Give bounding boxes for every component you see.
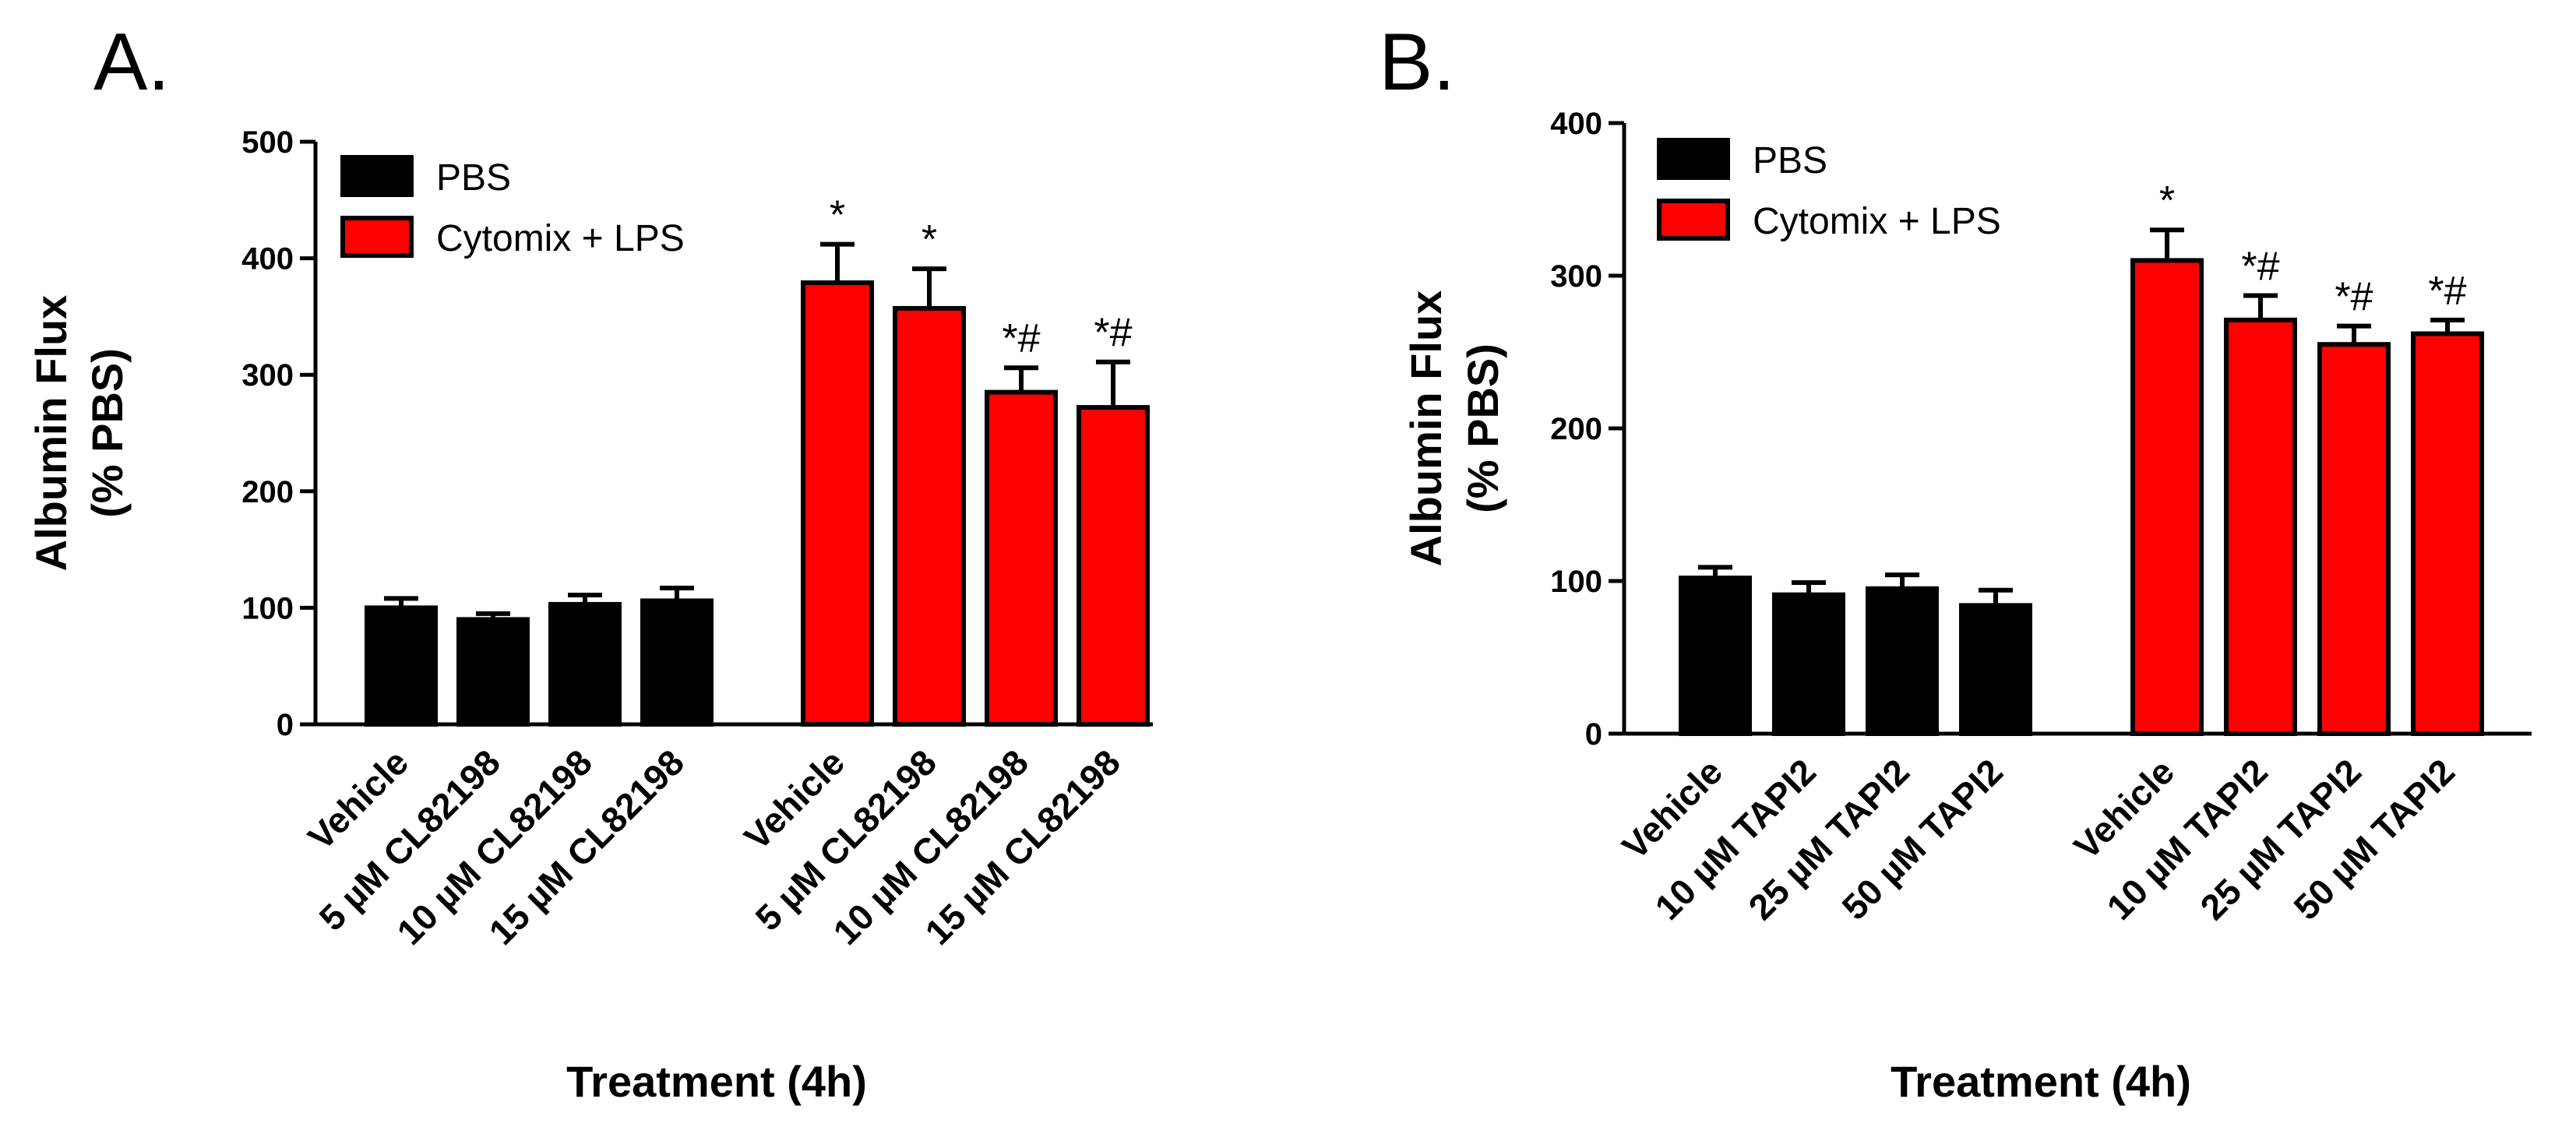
y-tick-label: 200 bbox=[241, 475, 294, 509]
bar-pbs bbox=[640, 598, 714, 727]
bar-pbs bbox=[1772, 592, 1845, 737]
significance-label: *# bbox=[1094, 311, 1132, 356]
y-tick-label: 100 bbox=[1550, 565, 1602, 599]
legend-swatch-pbs bbox=[1657, 138, 1730, 180]
y-axis-title-line2: (% PBS) bbox=[1458, 343, 1507, 513]
y-tick-label: 300 bbox=[1550, 259, 1602, 294]
bar-cytomix-lps bbox=[2130, 258, 2204, 736]
significance-label: *# bbox=[2428, 269, 2466, 314]
significance-label: *# bbox=[1002, 316, 1040, 361]
y-axis-title-line2: (% PBS) bbox=[83, 348, 132, 518]
legend-label-cytomix-lps: Cytomix + LPS bbox=[1753, 201, 2001, 242]
bar-pbs bbox=[456, 617, 530, 727]
significance-label: * bbox=[2159, 178, 2175, 224]
y-tick-label: 0 bbox=[1585, 717, 1602, 752]
bar-pbs bbox=[1959, 603, 2032, 736]
bar-cytomix-lps bbox=[2224, 317, 2297, 736]
x-tick-label: 50 µM TAPI2 bbox=[2285, 751, 2462, 928]
x-tick-label: 25 µM TAPI2 bbox=[1740, 751, 1917, 928]
x-tick-label: 10 µM TAPI2 bbox=[2099, 751, 2275, 928]
bar-cytomix-lps bbox=[2317, 342, 2391, 736]
bar-cytomix-lps bbox=[2411, 331, 2484, 737]
bar-pbs bbox=[548, 601, 622, 727]
x-axis-title: Treatment (4h) bbox=[1891, 1057, 2191, 1106]
bar-cytomix-lps bbox=[985, 389, 1058, 727]
x-tick-label: 25 µM TAPI2 bbox=[2192, 751, 2369, 928]
x-tick-label: 10 µM TAPI2 bbox=[1647, 751, 1824, 928]
bar-cytomix-lps bbox=[893, 305, 966, 727]
bar-pbs bbox=[1866, 586, 1939, 736]
y-axis-title-line1: Albumin Flux bbox=[26, 295, 76, 572]
bar-cytomix-lps bbox=[801, 280, 874, 727]
legend-swatch-pbs bbox=[340, 155, 414, 197]
legend-label-pbs: PBS bbox=[436, 157, 511, 199]
x-axis-title: Treatment (4h) bbox=[566, 1057, 867, 1106]
y-tick-label: 0 bbox=[277, 708, 294, 742]
x-tick-label: 50 µM TAPI2 bbox=[1834, 751, 2010, 928]
legend-swatch-cytomix-lps bbox=[340, 216, 414, 258]
legend-label-pbs: PBS bbox=[1753, 140, 1827, 181]
bar-pbs bbox=[1679, 576, 1752, 737]
significance-label: *# bbox=[2335, 275, 2373, 320]
y-tick-label: 400 bbox=[1550, 107, 1602, 141]
y-tick-label: 100 bbox=[241, 591, 294, 625]
significance-label: * bbox=[830, 193, 845, 238]
y-axis-title-line1: Albumin Flux bbox=[1401, 291, 1450, 567]
panel-letter: B. bbox=[1379, 17, 1455, 107]
y-tick-label: 500 bbox=[241, 125, 294, 160]
y-tick-label: 300 bbox=[241, 358, 294, 393]
y-tick-label: 400 bbox=[241, 242, 294, 276]
bar-cytomix-lps bbox=[1077, 405, 1150, 727]
panel-letter: A. bbox=[93, 17, 170, 107]
significance-label: * bbox=[922, 217, 937, 262]
legend-swatch-cytomix-lps bbox=[1657, 199, 1730, 241]
legend-label-cytomix-lps: Cytomix + LPS bbox=[436, 218, 685, 259]
y-tick-label: 200 bbox=[1550, 412, 1602, 446]
bar-pbs bbox=[365, 605, 438, 727]
significance-label: *# bbox=[2241, 244, 2279, 289]
